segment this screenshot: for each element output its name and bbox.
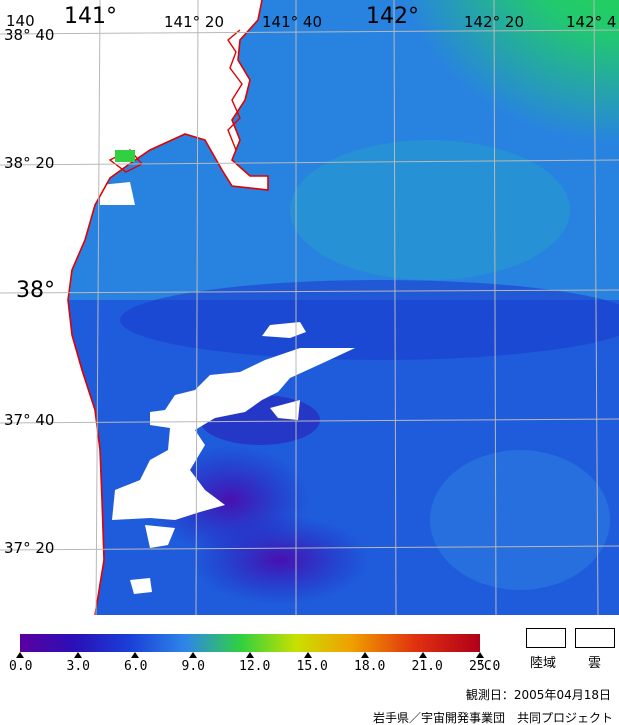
lon-label-141-20: 141° 20 (164, 13, 224, 31)
sea-surface-temperature-map (0, 0, 619, 615)
cloud-legend-swatch (575, 628, 615, 648)
cyan-region (290, 140, 570, 280)
lon-label-142-40: 142° 4 (566, 13, 617, 31)
land-area (0, 0, 268, 615)
cloud-patches (100, 182, 355, 594)
tick-label: 15.0 (296, 659, 328, 674)
tick-mark (73, 652, 82, 658)
tick-mark (361, 652, 369, 658)
credit-line: 岩手県／宇宙開発事業団 共同プロジェクト (372, 711, 613, 725)
tick-label: 25.0 (469, 659, 501, 674)
cloud-legend-label: 雲 (588, 656, 602, 671)
tick-mark (303, 652, 312, 658)
tick-mark (418, 652, 427, 658)
lon-label-142: 142° (366, 4, 419, 29)
warm-spot (115, 150, 135, 162)
lat-label-37-40: 37° 40 (4, 411, 55, 429)
lat-label-38-40: 38° 40 (4, 26, 55, 44)
temperature-color-bar (20, 634, 480, 652)
tick-label: 6.0 (124, 659, 148, 674)
tick-label: 0.0 (9, 659, 33, 674)
lat-label-37-20: 37° 20 (4, 539, 55, 557)
tick-mark (131, 652, 139, 658)
tick-mark (16, 652, 24, 658)
lat-label-38-20: 38° 20 (4, 154, 55, 172)
lon-label-142-20: 142° 20 (464, 13, 524, 31)
tick-label: 12.0 (239, 659, 271, 674)
tick-mark (246, 652, 254, 658)
dark-band (120, 280, 619, 360)
warm-region (290, 0, 619, 270)
lon-label-141: 141° (64, 4, 117, 29)
unit-label: °C (476, 659, 492, 674)
tick-label: 9.0 (181, 659, 205, 674)
lon-label-141-40: 141° 40 (262, 13, 322, 31)
tick-label: 21.0 (411, 659, 443, 674)
cold-pool-2 (190, 515, 370, 605)
land-legend-label: 陸域 (530, 656, 557, 671)
tick-label: 3.0 (66, 659, 90, 674)
coastline (67, 0, 269, 615)
tick-mark (188, 652, 197, 658)
tick-mark (476, 652, 484, 658)
land-legend-swatch (526, 628, 566, 648)
lon-label-140: 140 (6, 12, 35, 30)
graticule (0, 0, 619, 615)
observation-date: 観測日：2005年04月18日 (465, 688, 611, 702)
tick-label: 18.0 (354, 659, 386, 674)
light-patch-south (430, 450, 610, 590)
lat-label-38: 38° (16, 278, 55, 303)
